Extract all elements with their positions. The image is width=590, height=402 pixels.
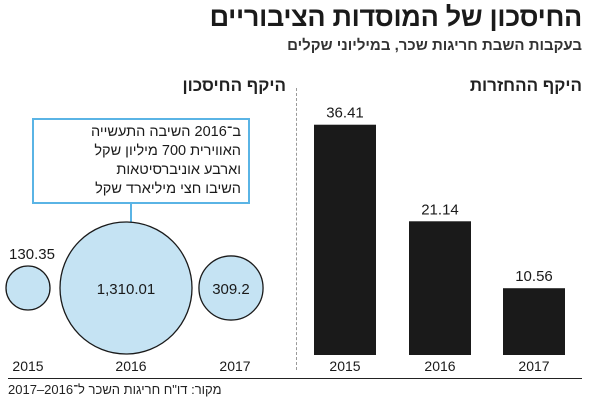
bubble-value-label: 1,310.01 (97, 281, 155, 298)
callout-line: השיבו חצי מיליארד שקל (95, 181, 241, 197)
bar-value-label: 10.56 (515, 268, 553, 285)
returns-bars: 36.41 2015 21.14 2016 10.56 2017 (314, 105, 565, 374)
savings-year-label: 2015 (12, 358, 43, 374)
bubble-2017 (198, 255, 264, 321)
returns-year-label: 2016 (424, 358, 455, 374)
panel-divider (296, 88, 297, 370)
bubble-2015 (5, 265, 51, 311)
returns-year-label: 2017 (518, 358, 549, 374)
returns-year-label: 2015 (329, 358, 360, 374)
savings-year-label: 2016 (115, 358, 146, 374)
returns-panel-title: היקף ההחזרות (469, 76, 582, 95)
bar-2016 (409, 221, 471, 355)
bottom-rule (8, 378, 582, 379)
source-note: מקור: דו"ח חריגות השכר ל־2016–2017 (8, 382, 222, 397)
callout-line: האווירית 700 מיליון שקל (94, 143, 241, 159)
callout-line: ב־2016 השיבה התעשייה (90, 124, 241, 140)
bubble-2016 (59, 221, 193, 355)
savings-year-label: 2017 (219, 358, 250, 374)
chart-subtitle: בעקבות השבת חריגות שכר, במיליוני שקלים (287, 37, 582, 54)
bar-2017 (503, 288, 565, 355)
bar-value-label: 36.41 (326, 105, 364, 122)
callout-box: ב־2016 השיבה התעשייה האווירית 700 מיליון… (32, 118, 250, 204)
chart-title: החיסכון של המוסדות הציבוריים (209, 2, 583, 32)
savings-panel-title: היקף החיסכון (182, 76, 286, 95)
savings-bubbles: 130.35 2015 1,310.01 2016 309.2 2017 (5, 204, 264, 374)
bubble-value-label: 309.2 (212, 281, 250, 298)
callout-line: וארבע אוניברסיטאות (116, 162, 241, 178)
bar-value-label: 21.14 (421, 201, 459, 218)
bubble-value-label: 130.35 (9, 246, 55, 263)
bar-2015 (314, 124, 376, 355)
